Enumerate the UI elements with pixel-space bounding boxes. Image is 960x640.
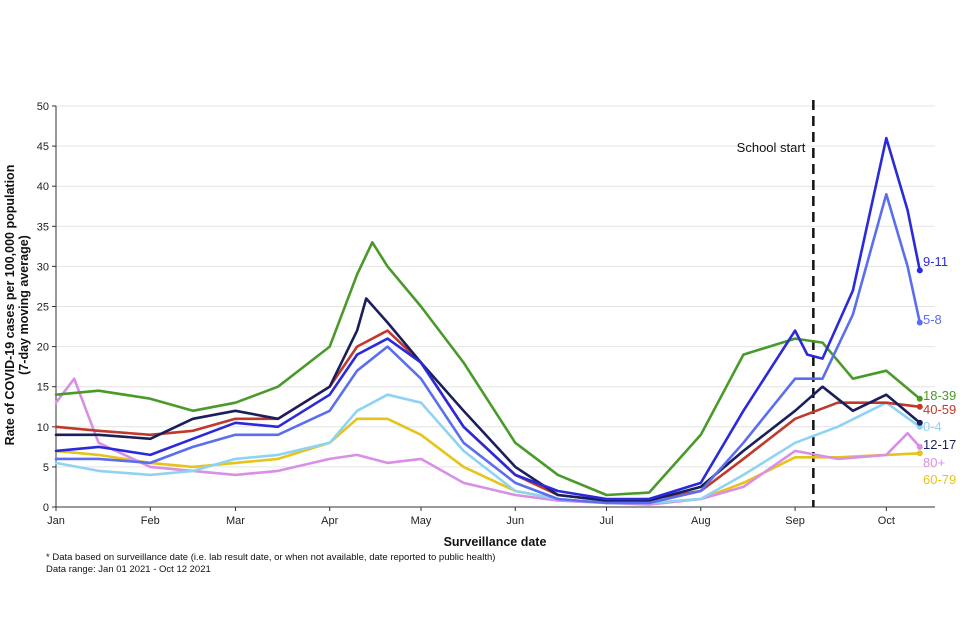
series-label-60-79: 60-79 — [923, 472, 956, 487]
series-labels: 60-79 80+ 0-4 40-59 12-17 18-39 5-8 9-11 — [923, 254, 956, 487]
series-line-12-17 — [54, 297, 922, 502]
series-label-12-17: 12-17 — [923, 437, 956, 452]
x-tick-label: Mar — [226, 515, 245, 527]
y-tick-label: 40 — [37, 181, 49, 193]
x-tick-label: Jan — [47, 515, 65, 527]
y-tick-label: 5 — [43, 462, 49, 474]
series-line-18-39 — [54, 241, 922, 497]
x-tick-label: Apr — [321, 515, 338, 527]
x-tick-label: Sep — [785, 515, 805, 527]
series-endpoint-18-39 — [916, 395, 923, 402]
y-tick-label: 0 — [43, 502, 49, 514]
series-endpoint-80+ — [916, 443, 923, 450]
series-lines — [54, 136, 923, 506]
series-endpoint-40-59 — [916, 403, 923, 410]
series-label-0-4: 0-4 — [923, 419, 942, 434]
series-label-18-39: 18-39 — [923, 388, 956, 403]
y-tick-label: 45 — [37, 141, 49, 153]
y-tick-label: 15 — [37, 382, 49, 394]
series-line-0-4 — [54, 393, 922, 505]
school-start-label: School start — [737, 140, 806, 155]
series-line-9-11 — [54, 136, 922, 501]
series-label-40-59: 40-59 — [923, 402, 956, 417]
footnote-range: Data range: Jan 01 2021 - Oct 12 2021 — [46, 564, 211, 575]
series-endpoint-12-17 — [916, 419, 923, 426]
series-label-80+: 80+ — [923, 455, 945, 470]
y-axis-title-line1: Rate of COVID-19 cases per 100,000 popul… — [3, 165, 17, 446]
x-tick-label: Aug — [691, 515, 711, 527]
series-endpoint-5-8 — [916, 319, 923, 326]
series-line-5-8 — [54, 192, 922, 505]
y-tick-label: 30 — [37, 261, 49, 273]
series-endpoint-60-79 — [916, 450, 923, 457]
y-tick-label: 50 — [37, 101, 49, 113]
x-axis-title: Surveillance date — [444, 535, 547, 549]
y-tick-label: 10 — [37, 422, 49, 434]
footnote-source: * Data based on surveillance date (i.e. … — [46, 552, 496, 563]
school-start-annotation: School start — [737, 100, 815, 507]
y-axis-title-line2: (7-day moving average) — [17, 235, 31, 375]
x-tick-label: Jun — [506, 515, 524, 527]
x-tick-label: Feb — [141, 515, 160, 527]
x-tick-label: Oct — [878, 515, 895, 527]
y-tick-label: 35 — [37, 221, 49, 233]
y-ticks: 0 5 10 15 20 25 30 35 40 45 50 — [37, 101, 56, 514]
x-ticks: Jan Feb Mar Apr May Jun Jul Aug Sep Oct — [47, 507, 895, 527]
series-endpoint-9-11 — [916, 267, 923, 274]
series-label-9-11: 9-11 — [923, 254, 948, 269]
y-tick-label: 20 — [37, 342, 49, 354]
y-tick-label: 25 — [37, 302, 49, 314]
x-tick-label: May — [411, 515, 432, 527]
series-label-5-8: 5-8 — [923, 312, 942, 327]
series-line-80+ — [54, 377, 922, 506]
x-tick-label: Jul — [599, 515, 613, 527]
